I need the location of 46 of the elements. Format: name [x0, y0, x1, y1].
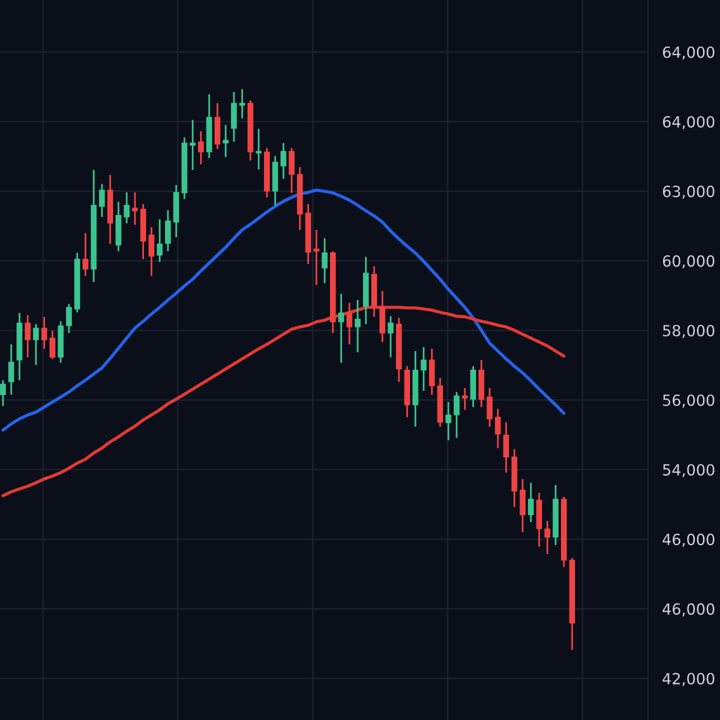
text: 64,000 — [662, 116, 714, 130]
candlestick — [66, 303, 72, 334]
candlestick — [388, 315, 394, 358]
candlestick — [198, 130, 204, 166]
text: 64,000 — [662, 46, 714, 60]
text: 60,000 — [662, 255, 714, 268]
candlestick — [486, 387, 493, 428]
candlestick — [41, 316, 48, 350]
candlestick — [322, 237, 328, 284]
candlestick — [24, 314, 31, 358]
candlestick — [462, 387, 468, 411]
candlestick — [354, 299, 361, 353]
candlestick — [33, 323, 39, 366]
candlestick — [8, 343, 14, 396]
candlestick — [420, 346, 427, 392]
candlestick — [494, 408, 501, 449]
candlestick — [82, 232, 88, 277]
candlestick — [190, 119, 196, 171]
candlestick — [503, 421, 510, 474]
candlestick — [528, 482, 534, 523]
candlestick — [124, 192, 130, 224]
text: 46,000 — [662, 534, 714, 547]
candlestick — [256, 128, 262, 170]
candlestick — [454, 391, 460, 439]
candlestick — [222, 124, 229, 158]
candlestick — [165, 209, 171, 252]
candlestick — [445, 401, 452, 442]
candlestick — [132, 192, 138, 226]
candlestick — [288, 147, 295, 194]
candlestick — [50, 330, 56, 360]
candlestick — [148, 226, 154, 277]
candlestick — [239, 88, 246, 120]
candlestick — [314, 229, 320, 286]
candlestick — [346, 302, 352, 346]
text: 46,000 — [662, 603, 714, 616]
text: 56,000 — [663, 394, 714, 408]
text: 63,000 — [662, 186, 714, 199]
candlestick — [99, 183, 105, 218]
candlestick — [338, 292, 344, 364]
text: 42,000 — [662, 672, 714, 686]
text: 58,000 — [663, 324, 714, 338]
text: 54,000 — [663, 464, 714, 478]
candlestick — [156, 218, 163, 263]
candlestick — [0, 379, 6, 407]
candlestick — [280, 142, 286, 180]
candlestick — [544, 520, 550, 555]
